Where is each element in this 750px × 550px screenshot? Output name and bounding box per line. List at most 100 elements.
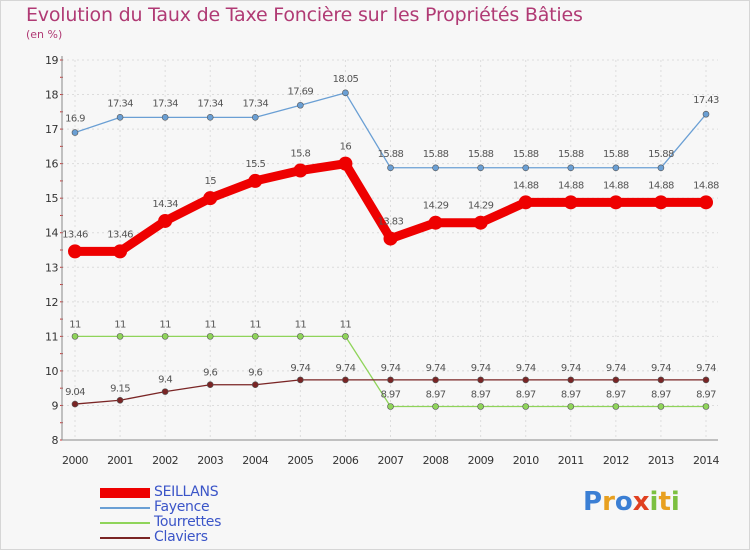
- data-label-claviers: 9.74: [651, 363, 671, 374]
- data-point-fayence: [71, 129, 79, 136]
- x-tick-label: 2010: [513, 454, 539, 467]
- data-point-fayence: [522, 164, 530, 172]
- data-label-seillans: 13.46: [62, 229, 88, 240]
- data-point-seillans: [699, 195, 713, 210]
- data-label-claviers: 9.4: [158, 375, 172, 386]
- data-label-seillans: 14.29: [468, 201, 494, 212]
- data-label-claviers: 9.04: [65, 387, 85, 398]
- data-label-seillans: 14.88: [693, 180, 719, 191]
- data-point-fayence: [206, 114, 214, 121]
- x-tick-label: 2001: [107, 454, 133, 467]
- legend-label: Claviers: [154, 529, 208, 545]
- data-point-claviers: [477, 376, 484, 384]
- data-label-fayence: 15.88: [423, 149, 449, 160]
- data-point-tourrettes: [251, 333, 259, 340]
- logo-letter: i: [670, 487, 680, 517]
- proxiti-logo: Proxiti: [583, 487, 680, 517]
- data-point-seillans: [383, 231, 398, 246]
- x-tick-label: 2002: [152, 454, 178, 467]
- data-label-claviers: 9.74: [290, 363, 310, 374]
- data-label-tourrettes: 8.97: [426, 389, 446, 400]
- data-label-fayence: 17.34: [242, 98, 268, 109]
- data-label-tourrettes: 11: [114, 319, 126, 330]
- y-tick-label: 17: [45, 123, 58, 136]
- logo-letter: t: [658, 487, 671, 517]
- y-tick-label: 13: [45, 261, 58, 274]
- logo-letter: x: [632, 487, 650, 517]
- data-point-seillans: [248, 173, 263, 188]
- data-point-fayence: [702, 110, 710, 118]
- data-label-fayence: 17.34: [107, 98, 133, 109]
- data-point-claviers: [567, 376, 575, 384]
- logo-letter: i: [649, 487, 659, 517]
- data-label-claviers: 9.74: [426, 363, 446, 374]
- data-point-tourrettes: [477, 403, 484, 410]
- data-label-claviers: 9.74: [335, 363, 355, 374]
- chart-title: Evolution du Taux de Taxe Foncière sur l…: [26, 4, 583, 26]
- logo-letter: P: [583, 487, 603, 517]
- data-label-seillans: 14.34: [152, 199, 178, 210]
- legend-item-claviers: Claviers: [100, 529, 320, 545]
- data-label-fayence: 15.88: [513, 149, 539, 160]
- data-point-tourrettes: [206, 333, 214, 340]
- x-tick-label: 2007: [378, 454, 404, 467]
- data-label-tourrettes: 11: [295, 319, 307, 330]
- data-point-fayence: [477, 164, 484, 172]
- data-point-fayence: [432, 164, 439, 172]
- data-point-tourrettes: [612, 403, 620, 410]
- data-label-fayence: 15.88: [558, 149, 584, 160]
- y-tick-label: 8: [52, 434, 59, 447]
- data-point-seillans: [113, 244, 128, 259]
- legend-swatch: [100, 488, 150, 498]
- data-point-seillans: [203, 191, 218, 206]
- data-point-fayence: [161, 114, 169, 121]
- data-label-seillans: 15.5: [245, 159, 265, 170]
- x-tick-label: 2005: [287, 454, 313, 467]
- data-label-fayence: 18.05: [333, 74, 359, 85]
- legend-item-tourrettes: Tourrettes: [100, 514, 320, 530]
- data-point-claviers: [387, 376, 394, 384]
- series-lines: [74, 92, 707, 408]
- data-label-fayence: 17.34: [152, 98, 178, 109]
- data-label-seillans: 13.46: [107, 229, 133, 240]
- data-point-claviers: [71, 400, 79, 408]
- data-label-claviers: 9.6: [248, 368, 262, 379]
- data-label-fayence: 15.88: [378, 149, 404, 160]
- data-label-fayence: 15.88: [603, 149, 629, 160]
- data-point-fayence: [297, 101, 304, 109]
- data-point-claviers: [161, 388, 169, 395]
- legend: SEILLANS Fayence Tourrettes Claviers: [100, 484, 320, 545]
- data-point-tourrettes: [116, 333, 124, 340]
- x-tick-label: 2013: [648, 454, 674, 467]
- data-point-tourrettes: [342, 333, 349, 340]
- legend-swatch: [100, 537, 150, 539]
- data-point-claviers: [251, 381, 259, 389]
- data-point-claviers: [342, 376, 349, 384]
- data-label-tourrettes: 8.97: [561, 389, 581, 400]
- legend-label: Fayence: [154, 499, 210, 515]
- x-tick-label: 2004: [242, 454, 268, 467]
- x-tick-label: 2000: [62, 454, 88, 467]
- data-point-seillans: [293, 163, 308, 178]
- y-tick-label: 19: [45, 54, 58, 67]
- data-label-seillans: 14.88: [558, 180, 584, 191]
- data-point-fayence: [657, 164, 665, 172]
- y-tick-label: 11: [45, 330, 58, 343]
- data-label-claviers: 9.74: [561, 363, 581, 374]
- x-tick-label: 2011: [558, 454, 584, 467]
- data-point-seillans: [608, 195, 623, 210]
- data-label-seillans: 13.83: [378, 217, 404, 228]
- x-tick-label: 2008: [423, 454, 449, 467]
- data-point-seillans: [473, 215, 488, 230]
- data-label-claviers: 9.74: [516, 363, 536, 374]
- x-tick-label: 2009: [468, 454, 494, 467]
- y-tick-label: 18: [45, 89, 58, 102]
- data-label-claviers: 9.74: [381, 363, 401, 374]
- data-label-claviers: 9.15: [110, 383, 130, 394]
- data-point-tourrettes: [702, 403, 710, 410]
- x-tick-label: 2012: [603, 454, 629, 467]
- data-label-seillans: 15.8: [290, 149, 310, 160]
- data-label-fayence: 15.88: [468, 149, 494, 160]
